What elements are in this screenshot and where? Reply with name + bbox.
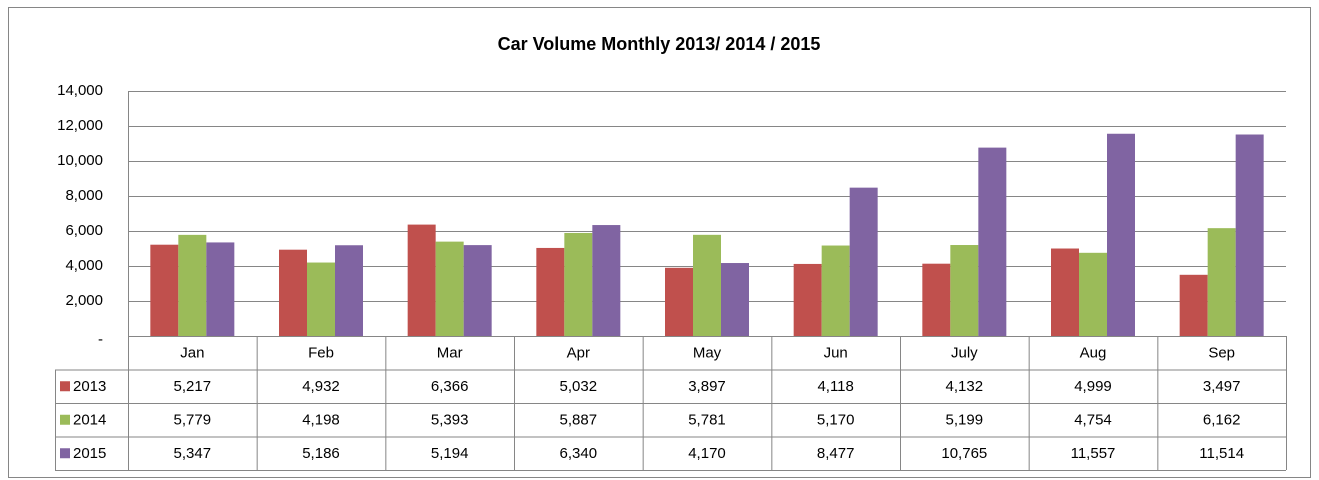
legend-label: 2013 [73,378,106,395]
table-cell: 10,765 [941,445,987,462]
x-tick-label: Mar [437,345,463,362]
bar [407,224,436,336]
legend-label: 2014 [73,412,106,429]
table-cell: 5,393 [431,412,469,429]
bar [1179,274,1208,336]
x-tick-label: Aug [1080,345,1107,362]
bar [279,249,307,336]
bar [307,262,335,336]
table-cell: 5,170 [817,412,855,429]
bar [206,242,235,336]
x-tick-label: July [951,345,978,362]
bar [178,234,207,336]
x-tick-label: Apr [567,345,590,362]
table-cell: 4,999 [1074,378,1112,395]
table-cell: 6,366 [431,378,469,395]
table-cell: 4,932 [302,378,340,395]
table-cell: 5,217 [174,378,212,395]
chart-title: Car Volume Monthly 2013/ 2014 / 2015 [498,34,821,54]
y-tick-label: 10,000 [57,152,103,169]
table-cell: 5,781 [688,412,726,429]
table-cell: 8,477 [817,445,855,462]
table-cell: 4,754 [1074,412,1112,429]
legend-swatch [60,448,70,459]
legend-swatch [60,381,70,392]
bar [1079,252,1107,336]
bar [463,245,492,336]
bar [849,187,878,336]
table-cell: 5,199 [946,412,984,429]
y-tick-label: 4,000 [65,257,103,274]
table-cell: 6,340 [560,445,598,462]
table-cell: 3,897 [688,378,726,395]
table-cell: 5,194 [431,445,469,462]
bar [536,247,565,336]
y-tick-label: 2,000 [65,292,103,309]
table-cell: 11,514 [1199,445,1244,462]
table-cell: 11,557 [1071,445,1116,462]
table-cell: 4,118 [817,378,853,395]
x-tick-label: Jun [824,345,848,362]
x-tick-label: May [693,345,722,362]
bar [693,234,721,336]
y-tick-label: 6,000 [65,222,103,239]
bar [435,241,464,336]
bar [335,245,363,336]
bar [1207,228,1236,336]
bar [821,245,850,336]
bar [1235,134,1264,336]
table-cell: 3,497 [1203,378,1241,395]
x-tick-label: Feb [308,345,334,362]
legend-swatch [60,414,70,425]
y-tick-label: 12,000 [57,117,103,134]
legend-label: 2015 [73,445,106,462]
table-cell: 6,162 [1203,412,1241,429]
bar [922,263,951,336]
bar [1107,133,1135,336]
bar [150,244,179,336]
bar [793,263,822,336]
table-cell: 4,132 [946,378,984,395]
y-tick-label: 14,000 [57,82,103,99]
bar [592,225,621,336]
bar [978,147,1007,336]
table-cell: 5,347 [174,445,212,462]
bar [950,245,979,336]
y-tick-label: 8,000 [65,187,103,204]
bar [721,263,749,336]
table-cell: 5,186 [302,445,340,462]
x-tick-label: Jan [180,345,204,362]
table-cell: 5,887 [560,412,598,429]
bar [564,232,593,336]
table-cell: 5,779 [174,412,212,429]
table-cell: 5,032 [560,378,598,395]
bar [1051,248,1079,336]
table-cell: 4,170 [688,445,726,462]
y-tick-label: - [98,331,103,348]
table-cell: 4,198 [302,412,340,429]
bar [665,267,693,336]
x-tick-label: Sep [1208,345,1235,362]
